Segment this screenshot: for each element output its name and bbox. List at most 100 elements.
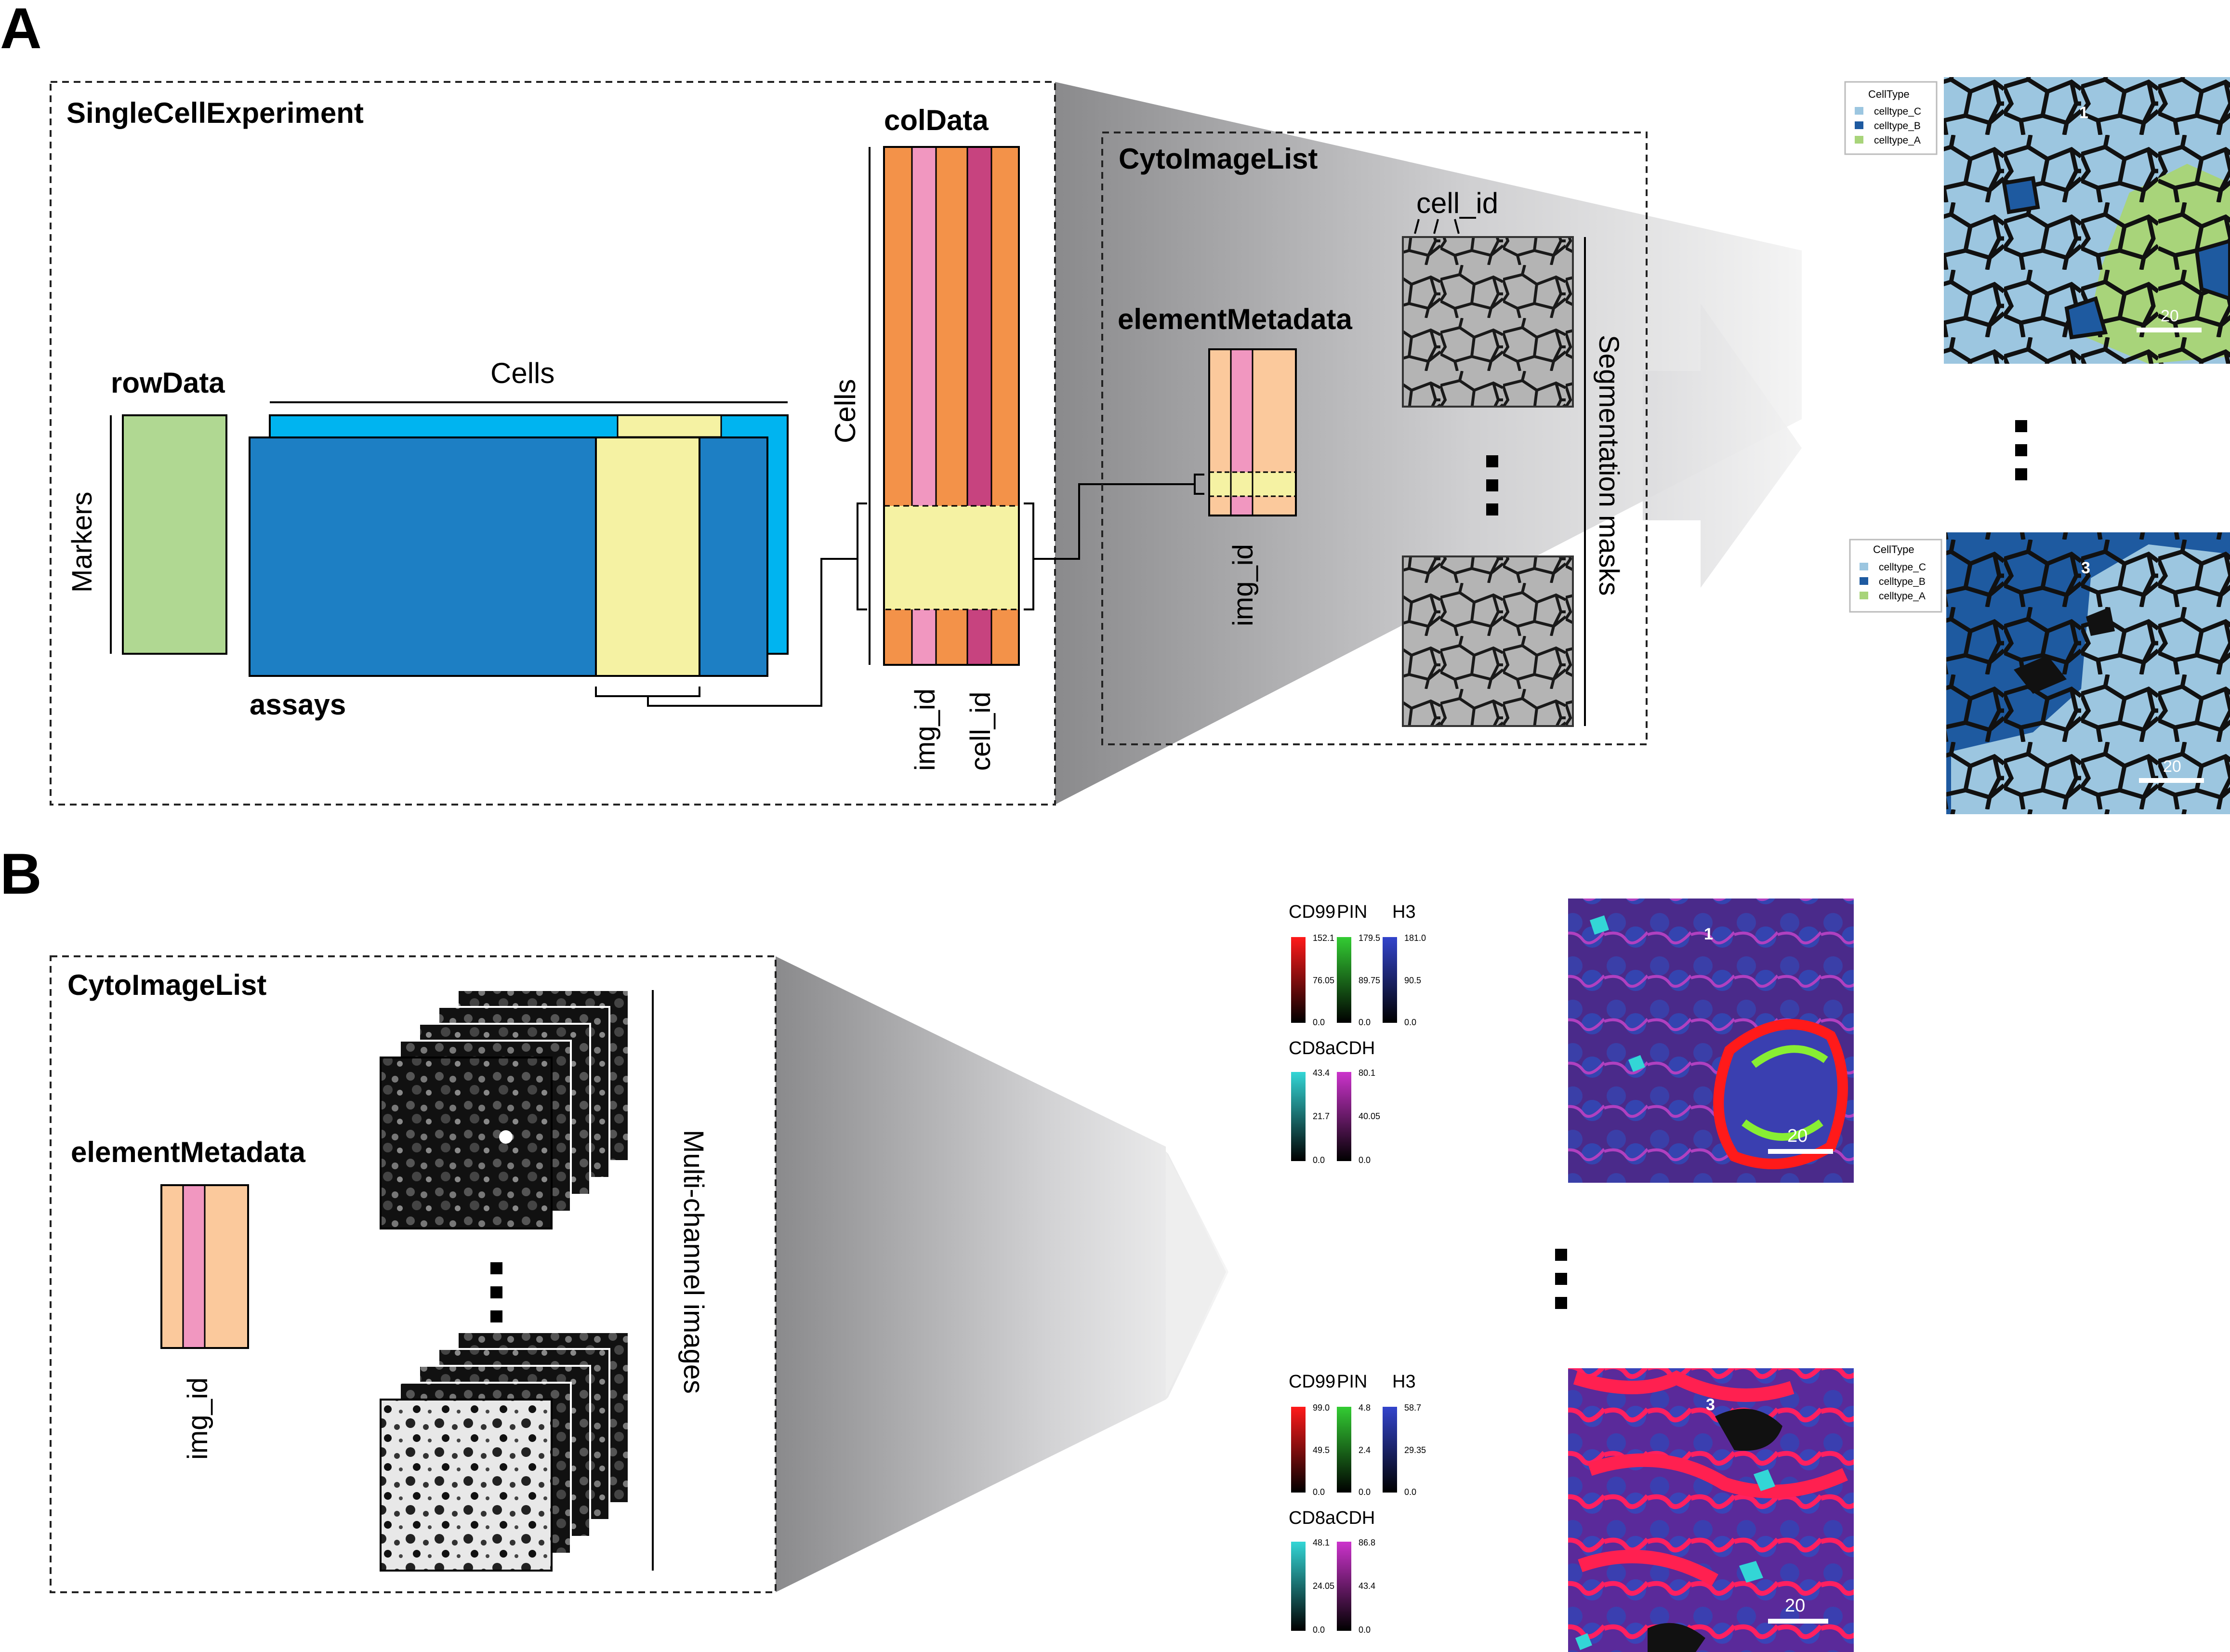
colorbar-1-red-min: 0.0: [1313, 1018, 1325, 1027]
col-label-cell-id: cell_id: [965, 692, 996, 771]
colorbar-2-green-min: 0.0: [1359, 1487, 1371, 1497]
colorbar-2-red-max: 99.0: [1313, 1403, 1330, 1413]
sce-box: [50, 81, 1056, 806]
colorbar-1-red-mid: 76.05: [1313, 976, 1334, 985]
segmentation-mask-1: [1402, 236, 1574, 408]
colorbar-1-cyan-min: 0.0: [1313, 1155, 1325, 1165]
elementmetadata-label-a: elementMetadata: [1118, 303, 1352, 335]
colorbar-1-blue-mid: 90.5: [1404, 976, 1421, 985]
cells-side-label: Cells: [829, 379, 861, 443]
legend-2-swatch-a: [1860, 592, 1868, 599]
celltype-mask-3-typeC: [1951, 544, 2230, 814]
legend-2-entry-c: celltype_C: [1879, 562, 1926, 573]
legend-2-entry-a: celltype_A: [1879, 591, 1926, 602]
colorbar-1-magenta-mid: 40.05: [1359, 1111, 1380, 1121]
legend-1-title: CellType: [1868, 88, 1910, 100]
img-id-label-b: img_id: [182, 1377, 213, 1460]
colorbar-1-header-h3: H3: [1392, 902, 1416, 922]
legend-2-swatch-b: [1860, 577, 1868, 585]
colorbar-2-magenta-mid: 43.4: [1359, 1581, 1375, 1591]
colorbar-2-magenta-min: 0.0: [1359, 1625, 1371, 1635]
colorbar-1-cyan-mid: 21.7: [1313, 1111, 1330, 1121]
legend-1-entry-c: celltype_C: [1874, 106, 1921, 117]
cytoimagelist-box-a: [1101, 132, 1648, 745]
assay-coldata-connector: [595, 558, 858, 707]
colorbar-1-green: [1337, 937, 1351, 1023]
imc-scale-bar-3: [1768, 1619, 1828, 1624]
arrow-b: [1166, 1151, 1226, 1397]
imc-image-3-dark-region: [1648, 1409, 1782, 1652]
elementmetadata-b-pink: [183, 1185, 205, 1348]
cytoimagelist-box-b: [50, 955, 777, 1593]
celltype-legend-2: [1849, 539, 1942, 613]
segmentation-label: Segmentation masks: [1593, 335, 1624, 596]
colorbar-1-green-max: 179.5: [1359, 933, 1380, 943]
colorbar-1-header-cd8a: CD8a: [1289, 1038, 1336, 1058]
assays-label: assays: [250, 688, 346, 721]
mask-scale-label-3: 20: [2163, 757, 2181, 776]
cytoimagelist-title-a: CytoImageList: [1119, 143, 1318, 175]
colorbar-1-cyan-max: 43.4: [1313, 1068, 1330, 1078]
cytoimagelist-title-b: CytoImageList: [67, 969, 266, 1001]
legend-1-swatch-b: [1855, 121, 1863, 129]
colorbar-set-1: CD99 PIN H3 152.1 76.05 0.0 179.5 89.75 …: [1289, 902, 1426, 1165]
colorbar-1-red: [1291, 937, 1306, 1023]
rowdata-label: rowData: [111, 367, 225, 399]
stack-top-layer-1: [380, 1057, 553, 1229]
legend-1-entry-b: celltype_B: [1874, 120, 1921, 132]
colorbar-1-header-cd99: CD99: [1289, 902, 1335, 922]
colorbar-2-cyan-mid: 24.05: [1313, 1581, 1334, 1591]
legend-2-swatch-c: [1860, 563, 1868, 570]
coldata-outline: [883, 146, 1020, 666]
elementmetadata-a-bracket: [1194, 474, 1204, 495]
img-id-label-a: img_id: [1227, 544, 1259, 626]
assay-highlight-dashed: [595, 436, 700, 677]
colorbar-1-green-mid: 89.75: [1359, 976, 1380, 985]
stack-bottom-front: [380, 1399, 553, 1572]
mask-number-1: 1: [2079, 104, 2088, 122]
elementmetadata-b-left: [161, 1185, 183, 1348]
output-dots-b: [1555, 1249, 1567, 1309]
colorbar-2-cyan-min: 0.0: [1313, 1625, 1325, 1635]
stack-top-bright-spot: [499, 1130, 513, 1144]
legend-1-swatch-a: [1855, 136, 1863, 144]
colorbar-2-header-pin: PIN: [1337, 1372, 1367, 1392]
colorbar-2-header-cd99: CD99: [1289, 1372, 1335, 1392]
imc-image-1-cyan-spots: [1590, 915, 1645, 1072]
coldata-right-bracket: [1024, 483, 1195, 610]
colorbar-2-header-cdh: CDH: [1335, 1508, 1375, 1528]
celltype-mask-1-typeA: [2086, 164, 2230, 364]
colorbar-set-2: CD99 PIN H3 99.0 49.5 0.0 4.8 2.4 0.0 58…: [1289, 1372, 1426, 1635]
legend-2-title: CellType: [1873, 543, 1914, 555]
coldata-highlight: [883, 505, 1020, 610]
cells-top-label: Cells: [490, 357, 554, 389]
celltype-mask-3-dark: [2014, 607, 2115, 694]
imc-image-3-cd99-region: [1573, 1370, 1848, 1586]
panel-a-letter: A: [0, 0, 42, 61]
output-dots-a: [2015, 420, 2027, 480]
elementmetadata-b-dividers: [182, 1185, 206, 1348]
colorbar-2-green-max: 4.8: [1359, 1403, 1371, 1413]
imc-image-1-cd99-region: [1713, 1019, 1848, 1169]
legend-1-swatch-c: [1855, 107, 1863, 115]
legend-1-entry-a: celltype_A: [1874, 135, 1921, 146]
mask-scale-label-1: 20: [2161, 307, 2179, 325]
assay-front-highlight: [595, 436, 700, 677]
elementmetadata-a-outline: [1208, 348, 1297, 516]
elementmetadata-label-b: elementMetadata: [71, 1136, 305, 1168]
imc-image-1-pin-region: [1742, 1045, 1828, 1141]
arrow-a: [1643, 304, 1802, 588]
colorbar-2-cyan-max: 48.1: [1313, 1538, 1330, 1547]
colorbar-1-green-min: 0.0: [1359, 1018, 1371, 1027]
coldata-col-dividers: [911, 147, 992, 665]
colorbar-2-blue: [1383, 1407, 1397, 1493]
colorbar-2-header-h3: H3: [1392, 1372, 1416, 1392]
colorbar-2-blue-min: 0.0: [1404, 1487, 1416, 1497]
celltype-mask-1-typeB: [2002, 176, 2230, 340]
imc-number-3: 3: [1706, 1396, 1715, 1414]
colorbar-2-green-mid: 2.4: [1359, 1445, 1371, 1455]
imc-number-1: 1: [1704, 925, 1713, 943]
colorbar-2-header-cd8a: CD8a: [1289, 1508, 1336, 1528]
cell-id-label-a: cell_id: [1416, 187, 1498, 219]
